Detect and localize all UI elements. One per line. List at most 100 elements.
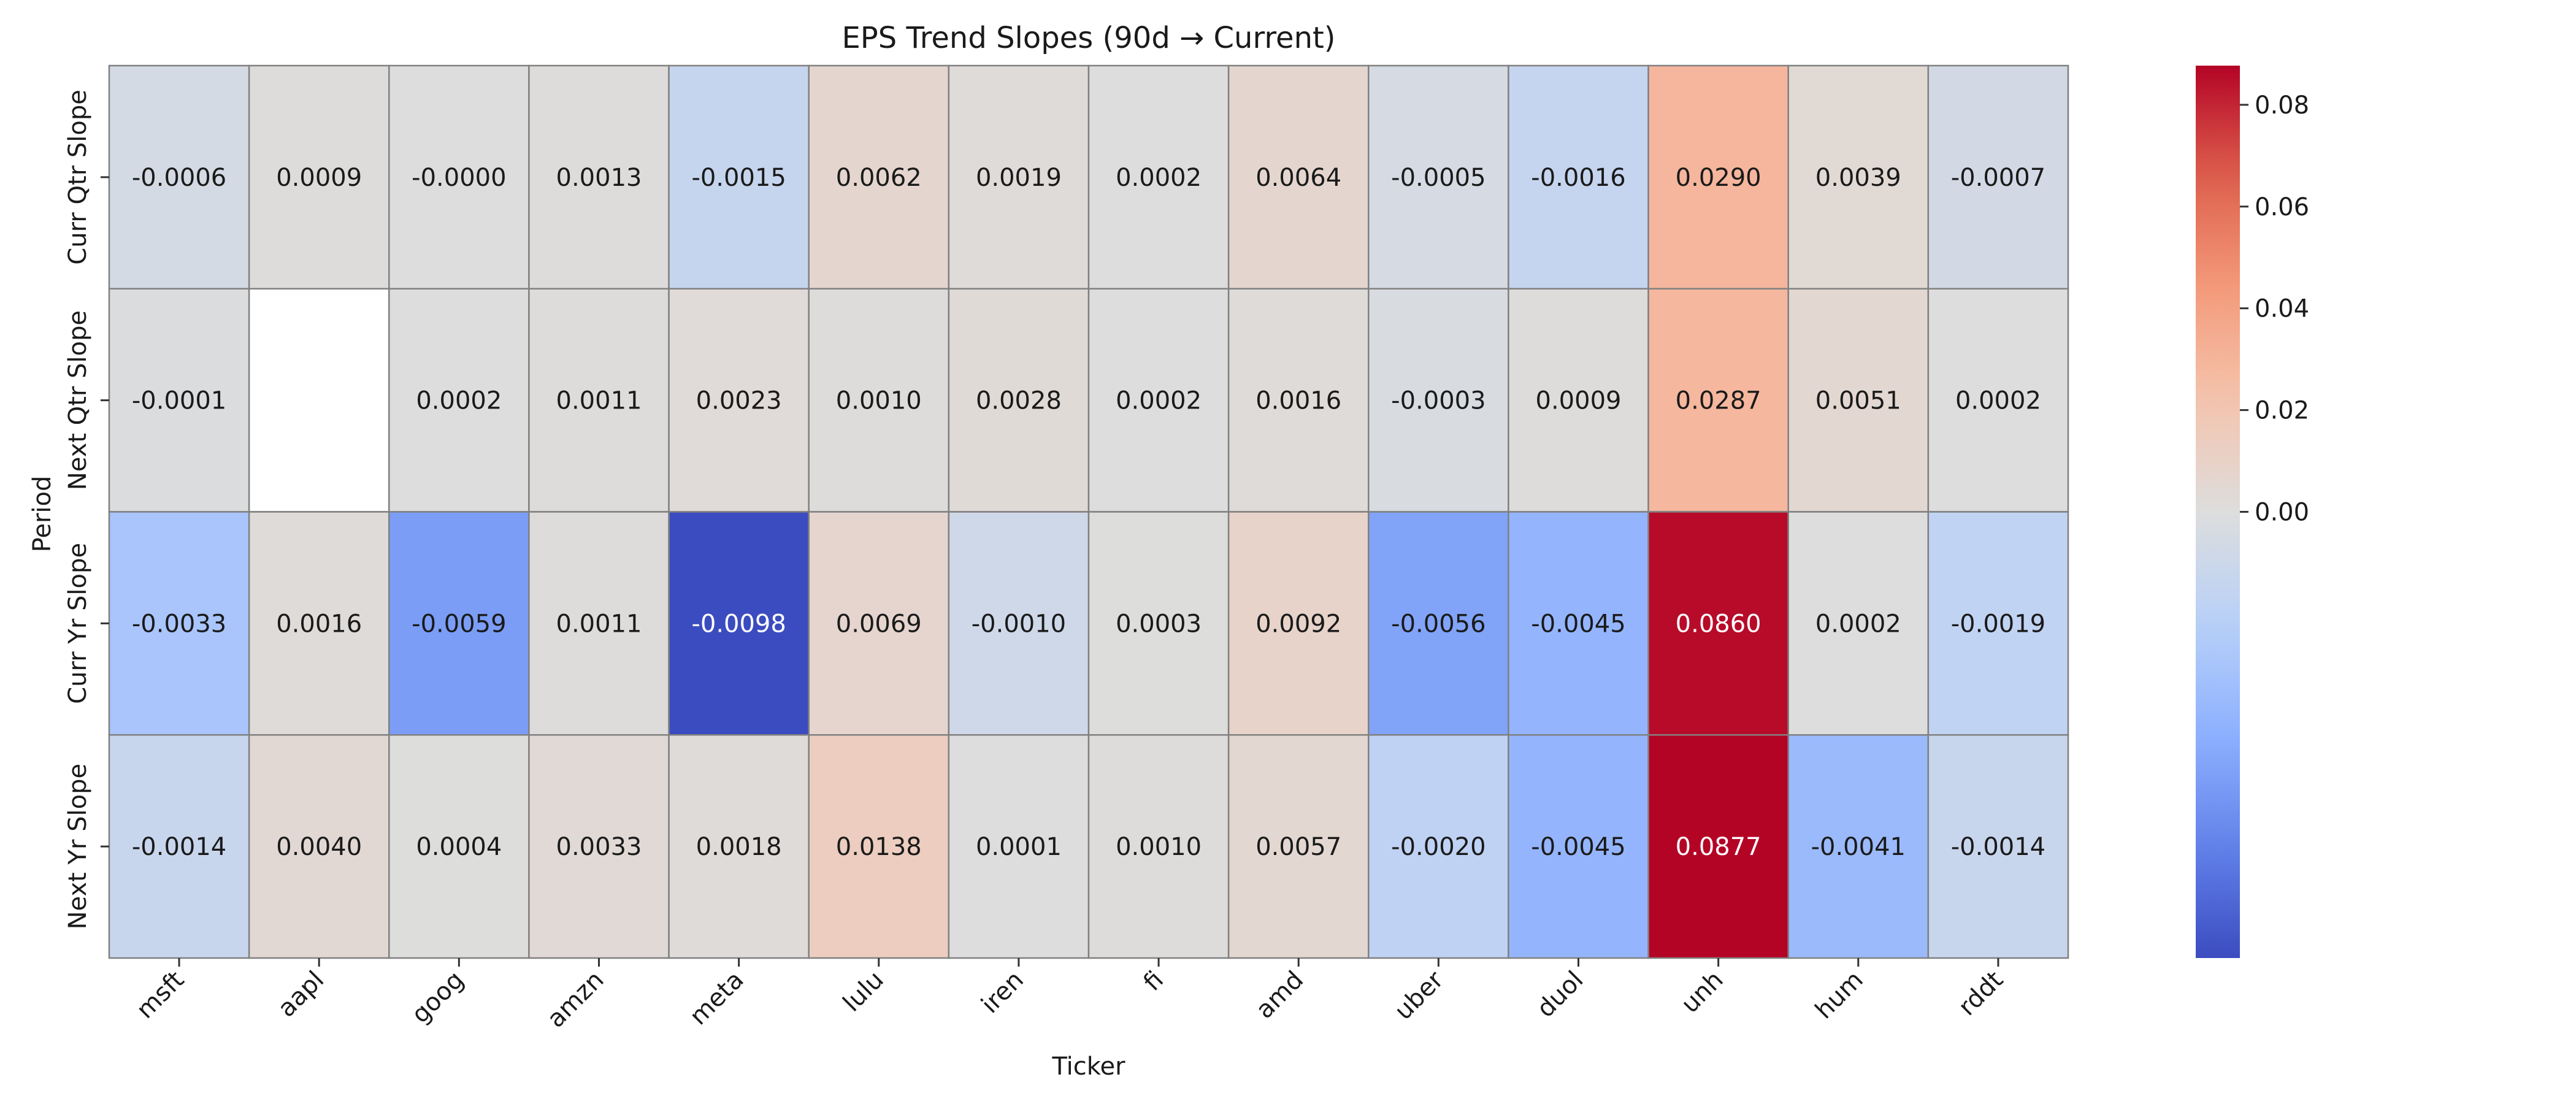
- heatmap-cell: [1087, 288, 1230, 513]
- cell-value-label: 0.0287: [1676, 387, 1761, 415]
- y-tick-label: Curr Qtr Slope: [64, 90, 92, 265]
- colorbar-gradient: [2196, 66, 2240, 958]
- heatmap-cell: [1787, 64, 1930, 289]
- cell-value-label: 0.0051: [1815, 387, 1901, 415]
- heatmap-cell: [808, 734, 950, 959]
- cell-value-label: -0.0014: [132, 833, 226, 861]
- heatmap-cell: [948, 288, 1090, 513]
- cell-value-label: -0.0015: [691, 164, 786, 192]
- heatmap-cell: [1087, 734, 1230, 959]
- colorbar: 0.00 0.02 0.04 0.06 0.08: [2196, 66, 2309, 958]
- cell-value-label: 0.0016: [276, 610, 362, 638]
- cell-value-label: -0.0033: [132, 610, 226, 638]
- heatmap-cell: [528, 288, 670, 513]
- heatmap-cell: [528, 734, 670, 959]
- cell-value-label: -0.0006: [132, 164, 226, 192]
- heatmap-cell: [108, 734, 250, 959]
- heatmap-cell: [388, 64, 530, 289]
- cell-value-label: 0.0064: [1255, 164, 1341, 192]
- cell-value-label: 0.0002: [1955, 387, 2041, 415]
- cell-value-label: 0.0092: [1255, 610, 1341, 638]
- x-tick-label: goog: [406, 966, 469, 1029]
- heatmap-cell: [1227, 288, 1370, 513]
- x-tick-label: lulu: [838, 966, 889, 1018]
- cell-value-label: 0.0019: [976, 164, 1062, 192]
- cell-value-label: -0.0059: [412, 610, 506, 638]
- cell-value-label: 0.0023: [696, 387, 782, 415]
- heatmap-cell: [528, 64, 670, 289]
- cell-value-label: 0.0011: [556, 610, 642, 638]
- cell-value-label: -0.0056: [1391, 610, 1485, 638]
- cell-value-label: 0.0013: [556, 164, 642, 192]
- heatmap-cell: [668, 64, 810, 289]
- heatmap-cell: [1368, 288, 1509, 513]
- cell-value-label: 0.0018: [696, 833, 782, 861]
- cell-value-label: 0.0003: [1116, 610, 1202, 638]
- heatmap-cell: [1368, 64, 1509, 289]
- heatmap-cell: [1927, 734, 2069, 959]
- cell-value-label: 0.0069: [836, 610, 922, 638]
- x-tick-label: rddt: [1953, 966, 2009, 1022]
- cell-value-label: -0.0001: [132, 387, 226, 415]
- heatmap-cell: [1927, 288, 2069, 513]
- heatmap-cell: [388, 288, 530, 513]
- colorbar-tick-label: 0.08: [2255, 91, 2309, 120]
- x-tick-label: msft: [131, 966, 190, 1024]
- x-tick-label: amzn: [542, 966, 609, 1033]
- cell-value-label: 0.0004: [416, 833, 502, 861]
- cell-value-label: -0.0019: [1951, 610, 2045, 638]
- cell-value-label: 0.0016: [1255, 387, 1341, 415]
- cell-value-label: 0.0009: [276, 164, 362, 192]
- heatmap-cell: [1647, 288, 1789, 513]
- x-tick-label: aapl: [272, 966, 329, 1023]
- y-axis-ticks: Curr Qtr Slope Next Qtr Slope Curr Yr Slop…: [64, 90, 109, 929]
- cell-value-label: -0.0014: [1951, 833, 2045, 861]
- heatmap-cell: [1087, 64, 1230, 289]
- x-axis-ticks: msft aapl goog amzn meta lulu iren fi amd uber duo…: [131, 958, 2009, 1033]
- heatmap-cell: [668, 734, 810, 959]
- cell-value-label: -0.0000: [412, 164, 506, 192]
- heatmap-cell: [1787, 734, 1930, 959]
- cell-value-label: -0.0010: [972, 610, 1066, 638]
- y-tick-label: Next Yr Slope: [64, 764, 92, 929]
- x-tick-label: fi: [1138, 966, 1169, 997]
- x-tick-label: uber: [1389, 965, 1449, 1025]
- cell-value-label: -0.0045: [1531, 833, 1625, 861]
- heatmap-cell: [108, 511, 250, 736]
- cell-value-label: 0.0002: [416, 387, 502, 415]
- cell-value-label: 0.0002: [1116, 387, 1202, 415]
- cell-value-label: -0.0005: [1391, 164, 1485, 192]
- x-tick-label: amd: [1251, 966, 1309, 1024]
- cell-value-label: 0.0010: [836, 387, 922, 415]
- heatmap-cell: [248, 288, 390, 513]
- y-tick-label: Next Qtr Slope: [64, 310, 92, 490]
- cell-value-label: 0.0040: [276, 833, 362, 861]
- cell-value-label: -0.0098: [691, 610, 786, 638]
- cell-value-label: -0.0041: [1811, 833, 1906, 861]
- cell-value-label: 0.0062: [836, 164, 922, 192]
- colorbar-tick-label: 0.04: [2255, 295, 2309, 323]
- heatmap-cell: [808, 288, 950, 513]
- cell-value-label: 0.0028: [976, 387, 1062, 415]
- x-tick-label: iren: [976, 966, 1029, 1019]
- cell-value-label: -0.0020: [1391, 833, 1485, 861]
- x-tick-label: hum: [1810, 966, 1869, 1025]
- heatmap-cell: [1927, 64, 2069, 289]
- x-axis-label: Ticker: [1051, 1052, 1125, 1081]
- cell-value-label: 0.0002: [1815, 610, 1901, 638]
- cell-value-label: 0.0001: [976, 833, 1062, 861]
- heatmap-cell: [1787, 511, 1930, 736]
- cell-value-label: -0.0003: [1391, 387, 1485, 415]
- cell-value-label: 0.0033: [556, 833, 642, 861]
- heatmap-cell: [1508, 511, 1649, 736]
- cell-value-label: 0.0010: [1116, 833, 1202, 861]
- y-tick-label: Curr Yr Slope: [64, 543, 92, 704]
- heatmap-cell: [108, 288, 250, 513]
- y-axis-label: Period: [28, 476, 56, 553]
- heatmap-cell: [1087, 511, 1230, 736]
- heatmap-cell: [108, 64, 250, 289]
- cell-value-label: -0.0016: [1531, 164, 1625, 192]
- cell-value-label: 0.0011: [556, 387, 642, 415]
- heatmap-cell: [1647, 511, 1789, 736]
